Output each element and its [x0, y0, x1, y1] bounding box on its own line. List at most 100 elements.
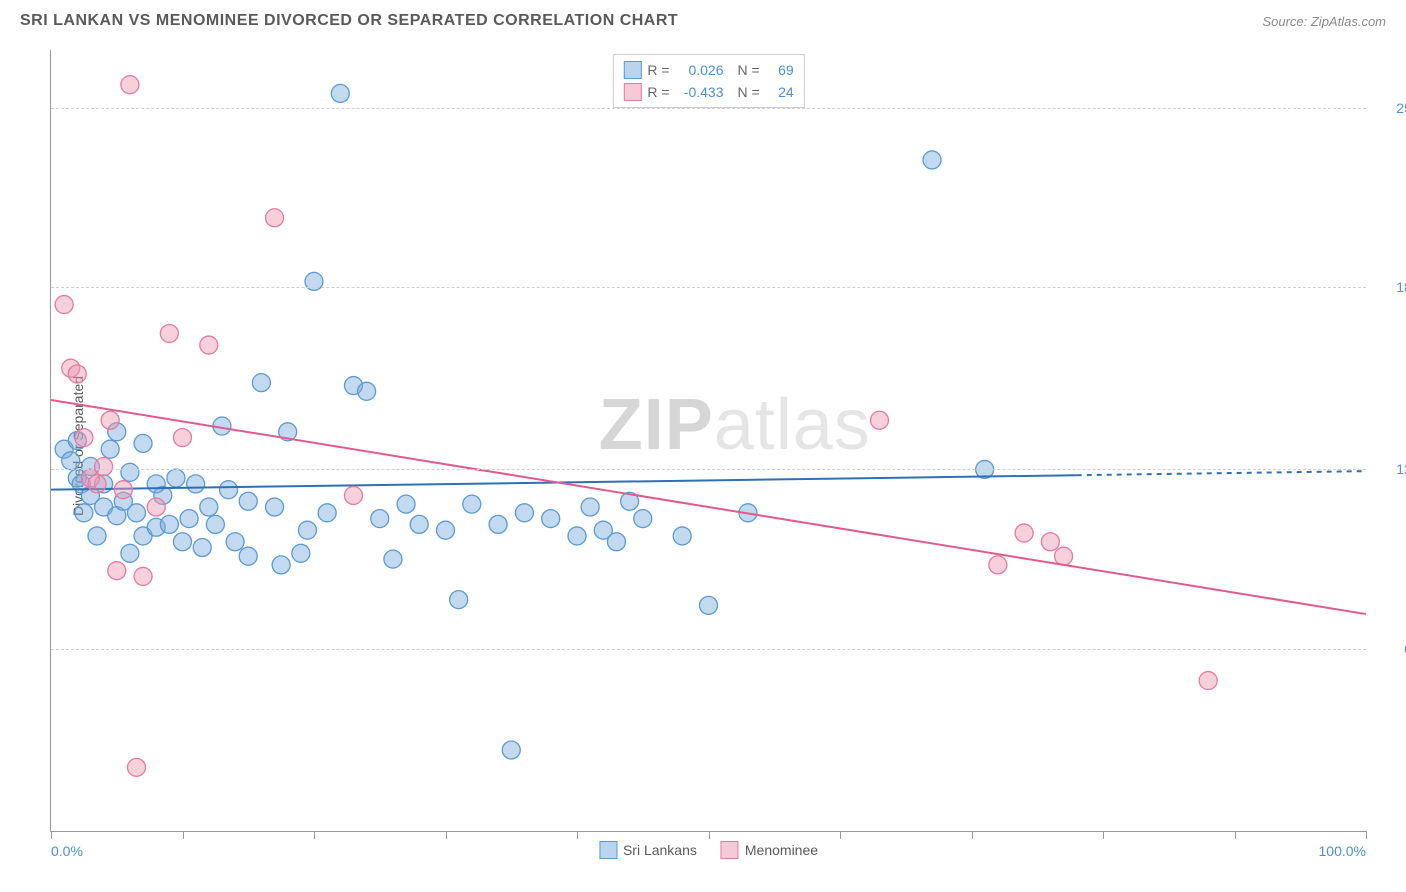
scatter-point	[127, 758, 145, 776]
stats-row-blue: R = 0.026 N = 69	[623, 59, 793, 81]
scatter-point	[62, 452, 80, 470]
x-axis-min-label: 0.0%	[51, 843, 83, 859]
scatter-point	[121, 76, 139, 94]
scatter-point	[700, 596, 718, 614]
scatter-point	[55, 296, 73, 314]
scatter-point	[108, 562, 126, 580]
scatter-point	[134, 434, 152, 452]
source-attribution: Source: ZipAtlas.com	[1262, 14, 1386, 29]
scatter-point	[127, 504, 145, 522]
scatter-point	[147, 498, 165, 516]
scatter-point	[318, 504, 336, 522]
trend-line-extrapolated	[1077, 471, 1366, 475]
y-tick-label: 12.5%	[1376, 461, 1406, 477]
scatter-point	[160, 515, 178, 533]
scatter-point	[1199, 672, 1217, 690]
chart-title: SRI LANKAN VS MENOMINEE DIVORCED OR SEPA…	[20, 12, 678, 30]
legend-item-sri-lankans: Sri Lankans	[599, 841, 697, 859]
x-axis-max-label: 100.0%	[1319, 843, 1366, 859]
scatter-point	[450, 591, 468, 609]
scatter-point	[88, 475, 106, 493]
x-tick	[314, 831, 315, 839]
scatter-point	[292, 544, 310, 562]
scatter-point	[180, 510, 198, 528]
x-tick	[183, 831, 184, 839]
scatter-point	[515, 504, 533, 522]
scatter-point	[397, 495, 415, 513]
x-tick	[840, 831, 841, 839]
chart-header: SRI LANKAN VS MENOMINEE DIVORCED OR SEPA…	[0, 0, 1406, 38]
x-tick	[51, 831, 52, 839]
plot-area: ZIPatlas R = 0.026 N = 69 R = -0.433 N =…	[50, 50, 1366, 832]
scatter-point	[989, 556, 1007, 574]
scatter-plot-svg	[51, 50, 1366, 831]
scatter-point	[220, 481, 238, 499]
chart-container: ZIPatlas R = 0.026 N = 69 R = -0.433 N =…	[50, 50, 1366, 832]
scatter-point	[239, 547, 257, 565]
scatter-point	[923, 151, 941, 169]
scatter-point	[75, 429, 93, 447]
scatter-point	[68, 365, 86, 383]
scatter-point	[870, 411, 888, 429]
scatter-point	[272, 556, 290, 574]
y-tick-label: 6.3%	[1376, 641, 1406, 657]
stats-row-pink: R = -0.433 N = 24	[623, 81, 793, 103]
x-tick	[446, 831, 447, 839]
scatter-point	[542, 510, 560, 528]
scatter-point	[1015, 524, 1033, 542]
scatter-point	[634, 510, 652, 528]
scatter-point	[673, 527, 691, 545]
scatter-point	[252, 374, 270, 392]
scatter-point	[95, 458, 113, 476]
stats-legend: R = 0.026 N = 69 R = -0.433 N = 24	[612, 54, 804, 108]
scatter-point	[266, 498, 284, 516]
scatter-point	[489, 515, 507, 533]
y-tick-label: 25.0%	[1376, 100, 1406, 116]
scatter-point	[174, 429, 192, 447]
scatter-point	[607, 533, 625, 551]
scatter-point	[298, 521, 316, 539]
scatter-point	[463, 495, 481, 513]
scatter-point	[134, 567, 152, 585]
scatter-point	[101, 440, 119, 458]
scatter-point	[331, 84, 349, 102]
scatter-point	[174, 533, 192, 551]
scatter-point	[160, 324, 178, 342]
scatter-point	[121, 544, 139, 562]
scatter-point	[88, 527, 106, 545]
scatter-point	[226, 533, 244, 551]
x-tick	[577, 831, 578, 839]
legend-item-menominee: Menominee	[721, 841, 818, 859]
y-tick-label: 18.8%	[1376, 279, 1406, 295]
scatter-point	[266, 209, 284, 227]
scatter-point	[502, 741, 520, 759]
scatter-point	[206, 515, 224, 533]
scatter-point	[200, 336, 218, 354]
scatter-point	[101, 411, 119, 429]
scatter-point	[358, 382, 376, 400]
scatter-point	[75, 504, 93, 522]
swatch-blue-icon	[623, 61, 641, 79]
scatter-point	[239, 492, 257, 510]
scatter-point	[437, 521, 455, 539]
scatter-point	[121, 463, 139, 481]
scatter-point	[344, 486, 362, 504]
x-tick	[1235, 831, 1236, 839]
gridline	[51, 287, 1366, 288]
scatter-point	[410, 515, 428, 533]
scatter-point	[371, 510, 389, 528]
scatter-point	[193, 539, 211, 557]
scatter-point	[167, 469, 185, 487]
scatter-point	[1041, 533, 1059, 551]
scatter-point	[581, 498, 599, 516]
gridline	[51, 469, 1366, 470]
scatter-point	[568, 527, 586, 545]
scatter-point	[200, 498, 218, 516]
swatch-pink-icon	[721, 841, 739, 859]
x-tick	[1103, 831, 1104, 839]
x-tick	[1366, 831, 1367, 839]
scatter-point	[114, 481, 132, 499]
swatch-pink-icon	[623, 83, 641, 101]
series-legend: Sri Lankans Menominee	[599, 841, 818, 859]
scatter-point	[187, 475, 205, 493]
